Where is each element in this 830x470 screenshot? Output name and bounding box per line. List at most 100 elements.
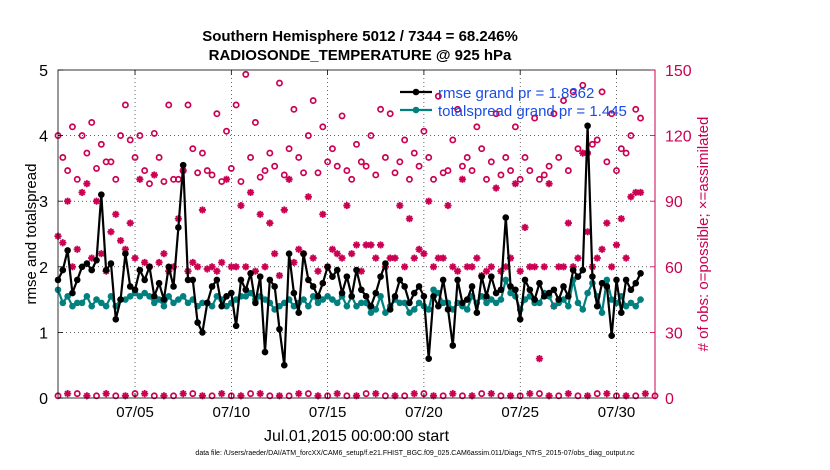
obs-possible-marker [184, 101, 192, 109]
obs-assimilated-marker [506, 392, 515, 400]
rmse-marker [536, 279, 543, 287]
rmse-marker [353, 266, 360, 274]
totalspread-marker [199, 299, 206, 307]
obs-assimilated-marker [617, 215, 625, 223]
obs-assimilated-marker [198, 392, 207, 400]
obs-assimilated-marker [213, 267, 221, 275]
obs-possible-marker [574, 145, 582, 153]
obs-assimilated-marker [449, 390, 457, 398]
footer-data-file: data file: /Users/raeder/DAI/ATM_forcXX/… [195, 450, 635, 457]
totalspread-marker [314, 299, 322, 307]
obs-possible-marker [189, 145, 197, 153]
obs-possible-marker [622, 149, 630, 157]
totalspread-marker [488, 296, 495, 303]
totalspread-marker [73, 299, 81, 307]
rmse-series [54, 122, 644, 369]
obs-possible-marker [227, 164, 235, 172]
obs-possible-marker [78, 132, 86, 140]
obs-possible-marker [362, 162, 370, 170]
obs-assimilated-marker [372, 254, 380, 262]
x-tick-label: 07/20 [405, 404, 443, 421]
obs-assimilated-marker [506, 254, 515, 262]
obs-assimilated-marker [559, 263, 568, 271]
totalspread-marker [160, 302, 168, 310]
obs-possible-marker [632, 105, 640, 113]
obs-possible-marker [213, 110, 221, 118]
totalspread-marker [305, 302, 312, 310]
rmse-marker [199, 329, 206, 336]
obs-possible-marker [521, 154, 529, 161]
totalspread-marker [261, 296, 269, 303]
obs-possible-marker [285, 392, 293, 400]
rmse-marker [473, 309, 481, 317]
obs-possible-marker [483, 175, 490, 183]
obs-assimilated-marker [497, 267, 505, 275]
obs-possible-marker [112, 175, 120, 183]
obs-assimilated-marker [367, 241, 375, 249]
totalspread-marker [406, 309, 413, 317]
totalspread-marker [329, 296, 336, 303]
obs-possible-marker [107, 158, 115, 166]
rmse-marker [401, 283, 408, 290]
obs-possible-marker [430, 175, 437, 183]
obs-assimilated-marker [333, 390, 341, 398]
rmse-marker [622, 276, 630, 284]
rmse-marker [64, 247, 71, 254]
rmse-marker [550, 286, 558, 294]
obs-assimilated-marker [535, 355, 544, 363]
obs-assimilated-marker [280, 206, 288, 214]
totalspread-marker [141, 289, 148, 297]
obs-assimilated-marker [632, 188, 640, 197]
totalspread-marker [242, 293, 250, 300]
totalspread-marker [483, 299, 490, 307]
rmse-marker [261, 348, 269, 356]
legend-marker [412, 88, 420, 96]
obs-possible-marker [545, 162, 553, 170]
obs-assimilated-marker [227, 263, 235, 271]
obs-possible-marker [372, 171, 380, 179]
obs-possible-marker [285, 145, 293, 153]
obs-count-series [54, 70, 659, 400]
rmse-marker [179, 161, 187, 169]
x-tick-label: 07/15 [309, 404, 347, 421]
rmse-marker [107, 260, 115, 267]
totalspread-marker [550, 302, 558, 310]
obs-assimilated-marker [458, 175, 467, 183]
totalspread-marker [83, 293, 91, 300]
obs-possible-marker [64, 167, 72, 175]
obs-possible-marker [300, 169, 307, 177]
rmse-marker [507, 283, 514, 290]
totalspread-marker [608, 296, 615, 303]
totalspread-marker [410, 306, 418, 313]
rmse-marker [459, 299, 466, 307]
obs-assimilated-marker [391, 392, 399, 400]
rmse-marker [329, 273, 336, 280]
obs-assimilated-marker [516, 267, 524, 275]
rmse-marker [213, 276, 221, 284]
obs-possible-marker [73, 175, 81, 183]
obs-possible-marker [333, 162, 341, 170]
obs-assimilated-marker [237, 392, 245, 400]
rmse-marker [358, 286, 365, 294]
obs-possible-marker [338, 112, 346, 120]
obs-assimilated-marker [160, 392, 168, 400]
obs-possible-marker [136, 132, 144, 140]
rmse-marker [223, 293, 230, 300]
rmse-marker [242, 286, 250, 294]
obs-possible-marker [83, 149, 91, 157]
totalspread-marker [247, 289, 254, 297]
obs-assimilated-marker [641, 390, 649, 398]
obs-possible-marker [478, 390, 486, 398]
totalspread-marker [146, 293, 153, 300]
rmse-marker [372, 289, 380, 297]
obs-assimilated-marker [531, 263, 539, 271]
obs-possible-marker [386, 110, 394, 118]
obs-assimilated-marker [246, 188, 255, 197]
rmse-marker [632, 279, 640, 287]
obs-assimilated-marker [179, 390, 187, 398]
obs-possible-marker [478, 145, 486, 153]
rmse-marker [483, 293, 490, 300]
x-tick-label: 07/10 [213, 404, 251, 421]
obs-assimilated-marker [622, 392, 630, 400]
y-right-axis-label: # of obs: o=possible; ×=assimilated [695, 117, 712, 352]
